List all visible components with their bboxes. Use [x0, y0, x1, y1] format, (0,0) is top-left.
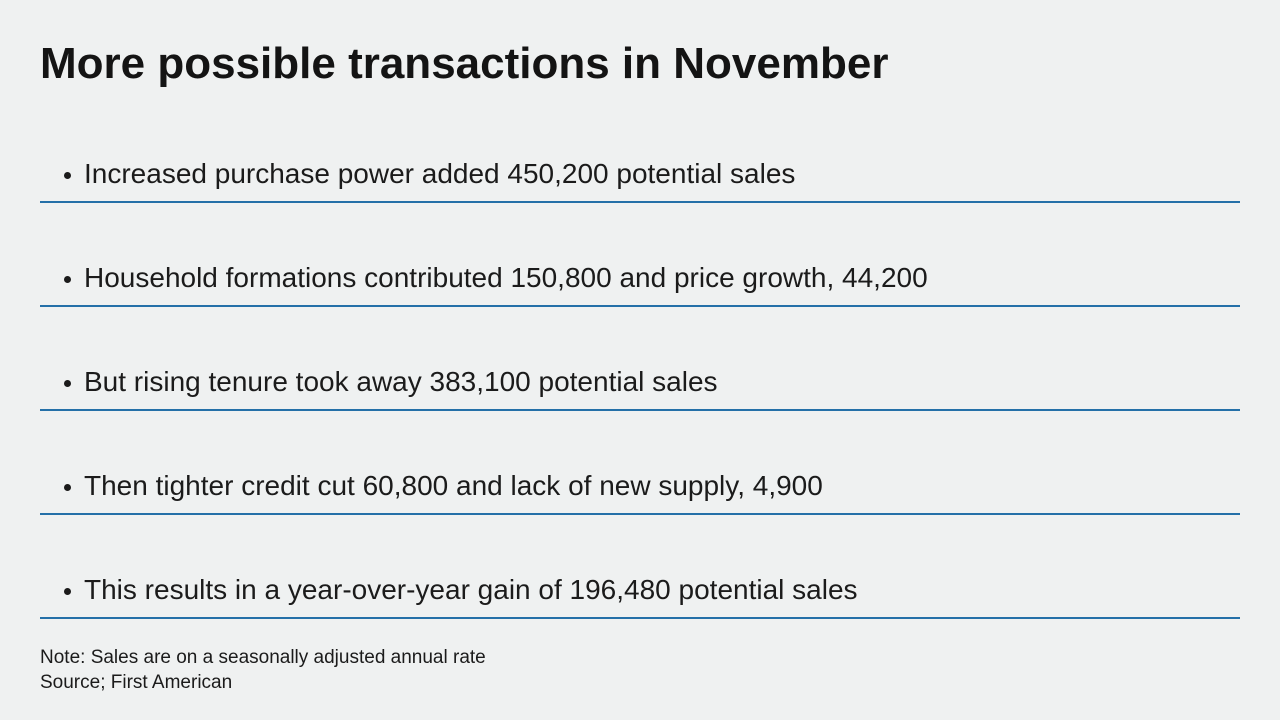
list-item: Household formations contributed 150,800…: [40, 261, 1240, 307]
list-item: This results in a year-over-year gain of…: [40, 573, 1240, 619]
bullet-text: Increased purchase power added 450,200 p…: [84, 157, 796, 189]
bullet-text: Household formations contributed 150,800…: [84, 261, 928, 293]
note-text: Note: Sales are on a seasonally adjusted…: [40, 646, 486, 668]
bullet-icon: [64, 483, 71, 491]
bullet-list: Increased purchase power added 450,200 p…: [40, 157, 1240, 619]
bullet-icon: [64, 275, 71, 283]
page-title: More possible transactions in November: [40, 39, 889, 88]
bullet-text: This results in a year-over-year gain of…: [84, 573, 858, 605]
bullet-icon: [64, 171, 71, 179]
list-item: But rising tenure took away 383,100 pote…: [40, 365, 1240, 411]
list-item: Increased purchase power added 450,200 p…: [40, 157, 1240, 203]
bullet-icon: [64, 379, 71, 387]
bullet-text: Then tighter credit cut 60,800 and lack …: [84, 469, 823, 501]
list-item: Then tighter credit cut 60,800 and lack …: [40, 469, 1240, 515]
source-text: Source; First American: [40, 671, 233, 693]
bullet-text: But rising tenure took away 383,100 pote…: [84, 365, 718, 397]
bullet-icon: [64, 587, 71, 595]
footnotes: Note: Sales are on a seasonally adjusted…: [40, 645, 1240, 695]
